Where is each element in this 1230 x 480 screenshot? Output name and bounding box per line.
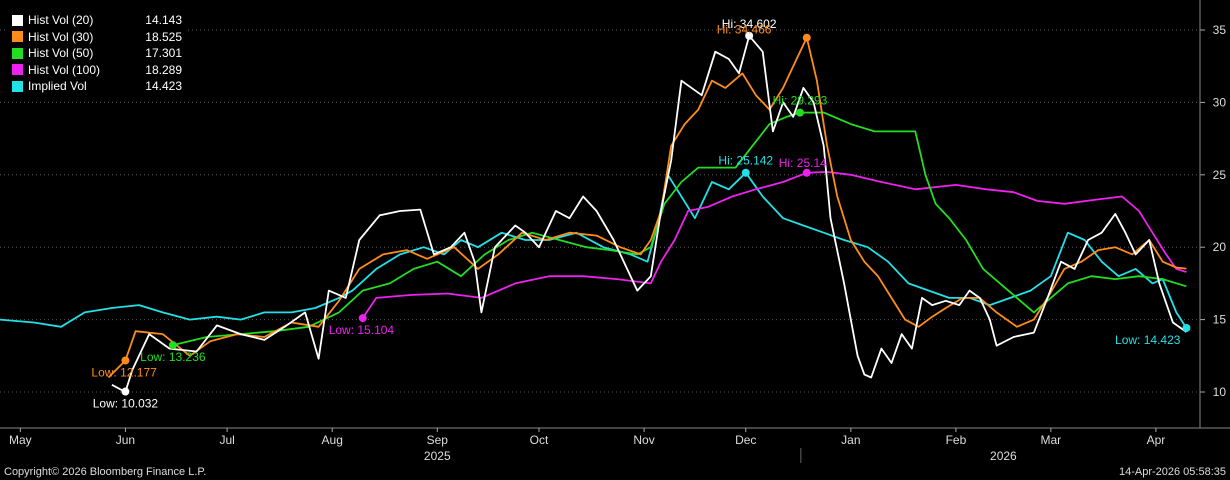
x-tick-label: Oct: [530, 433, 549, 447]
low-marker: [168, 341, 177, 350]
legend-value: 18.289: [145, 62, 182, 77]
low-label: Low: 10.032: [93, 397, 159, 411]
legend-swatch: [12, 80, 23, 92]
y-tick-label: 10: [1213, 385, 1227, 399]
legend-label: Hist Vol (50): [28, 46, 94, 60]
y-tick-label: 25: [1213, 168, 1227, 182]
legend-label: Implied Vol: [28, 79, 87, 93]
low-label: Low: 15.104: [329, 323, 395, 337]
high-label: Hi: 25.14: [779, 156, 827, 170]
high-label: Hi: 34.466: [717, 23, 772, 37]
year-label: 2025: [424, 449, 451, 463]
legend-value: 17.301: [145, 46, 182, 60]
series-line-hist-vol-30: [107, 36, 1187, 379]
low-marker: [1182, 323, 1191, 332]
high-marker: [741, 168, 750, 177]
high-marker: [802, 168, 811, 177]
legend-swatch: [12, 47, 23, 59]
legend-value: 18.525: [145, 29, 182, 44]
legend-item-hist-vol-100[interactable]: Hist Vol (100) 18.289: [12, 62, 182, 79]
high-label: Hi: 29.293: [773, 94, 828, 108]
high-marker: [745, 31, 754, 40]
x-tick-label: Jul: [219, 433, 234, 447]
series-line-hist-vol-50: [172, 111, 1187, 346]
low-marker: [358, 314, 367, 323]
series-line-hist-vol-20: [111, 34, 1187, 393]
copyright-text: Copyright© 2026 Bloomberg Finance L.P.: [4, 466, 207, 478]
legend-item-hist-vol-50[interactable]: Hist Vol (50) 17.301: [12, 45, 182, 62]
chart-legend: Hist Vol (20) 14.143 Hist Vol (30) 18.52…: [8, 10, 186, 97]
legend-label: Hist Vol (100): [28, 62, 101, 77]
x-tick-label: Feb: [946, 433, 967, 447]
x-tick-label: Mar: [1041, 433, 1062, 447]
legend-swatch: [12, 14, 23, 26]
x-tick-label: Nov: [633, 433, 654, 447]
low-marker: [121, 387, 130, 396]
x-tick-label: Sep: [427, 433, 449, 447]
high-marker: [802, 33, 811, 42]
x-tick-label: Dec: [735, 433, 756, 447]
legend-item-hist-vol-30[interactable]: Hist Vol (30) 18.525: [12, 29, 182, 46]
low-label: Low: 12.177: [91, 365, 157, 379]
series-line-hist-vol-100: [361, 171, 1187, 319]
timestamp-text: 14-Apr-2026 05:58:35: [1118, 466, 1226, 478]
high-label: Hi: 34.602: [722, 17, 777, 31]
y-tick-label: 20: [1213, 240, 1227, 254]
y-tick-label: 30: [1213, 95, 1227, 109]
low-label: Low: 13.236: [140, 350, 206, 364]
x-tick-label: Aug: [322, 433, 343, 447]
high-marker: [796, 108, 804, 117]
legend-swatch: [12, 31, 23, 43]
legend-item-hist-vol-20[interactable]: Hist Vol (20) 14.143: [12, 12, 182, 29]
low-label: Low: 14.423: [1115, 333, 1181, 347]
legend-swatch: [12, 64, 23, 76]
series-line-implied-vol: [0, 171, 1188, 329]
year-label: 2026: [990, 449, 1017, 463]
x-tick-label: May: [9, 433, 32, 447]
y-tick-label: 35: [1213, 23, 1227, 37]
x-tick-label: Jan: [841, 433, 860, 447]
legend-item-implied-vol[interactable]: Implied Vol 14.423: [12, 78, 182, 95]
high-label: Hi: 25.142: [718, 154, 773, 168]
x-tick-label: Jun: [116, 433, 135, 447]
legend-value: 14.143: [145, 13, 182, 27]
legend-label: Hist Vol (30): [28, 29, 94, 44]
legend-label: Hist Vol (20): [28, 13, 94, 27]
y-tick-label: 15: [1213, 313, 1227, 327]
legend-value: 14.423: [145, 79, 182, 93]
x-tick-label: Apr: [1147, 433, 1166, 447]
low-marker: [121, 356, 130, 365]
